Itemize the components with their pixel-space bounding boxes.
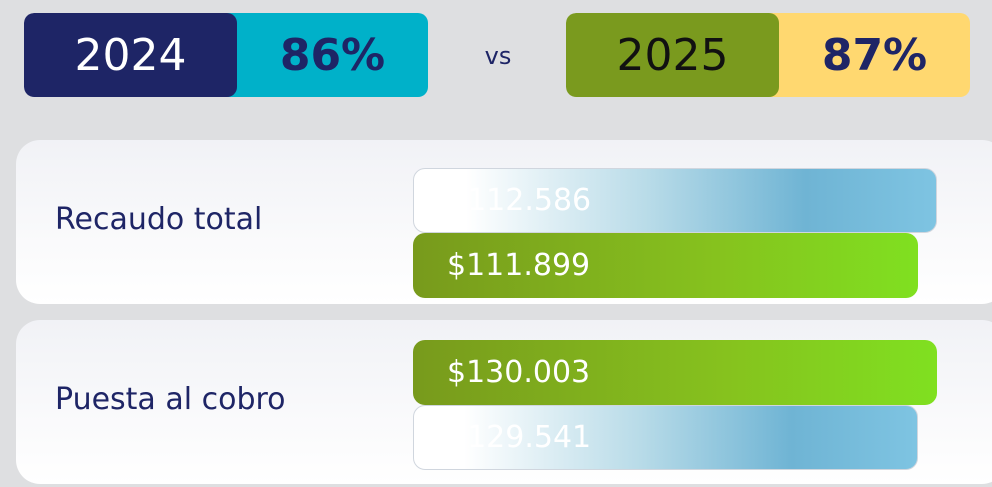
bar: $129.541 — [413, 405, 918, 470]
percent: 87% — [769, 13, 970, 97]
year: 2025 — [566, 13, 779, 97]
badge-2024: 2024 86% — [24, 13, 428, 97]
badge-2025: 2025 87% — [566, 13, 970, 97]
percent: 86% — [227, 13, 428, 97]
bar: $111.899 — [413, 233, 918, 298]
bar: $112.586 — [413, 168, 937, 233]
year: 2024 — [24, 13, 237, 97]
bar: $130.003 — [413, 340, 937, 405]
vs: vs — [484, 42, 512, 70]
row-label: Recaudo total — [55, 202, 263, 237]
row-label: Puesta al cobro — [55, 382, 286, 417]
